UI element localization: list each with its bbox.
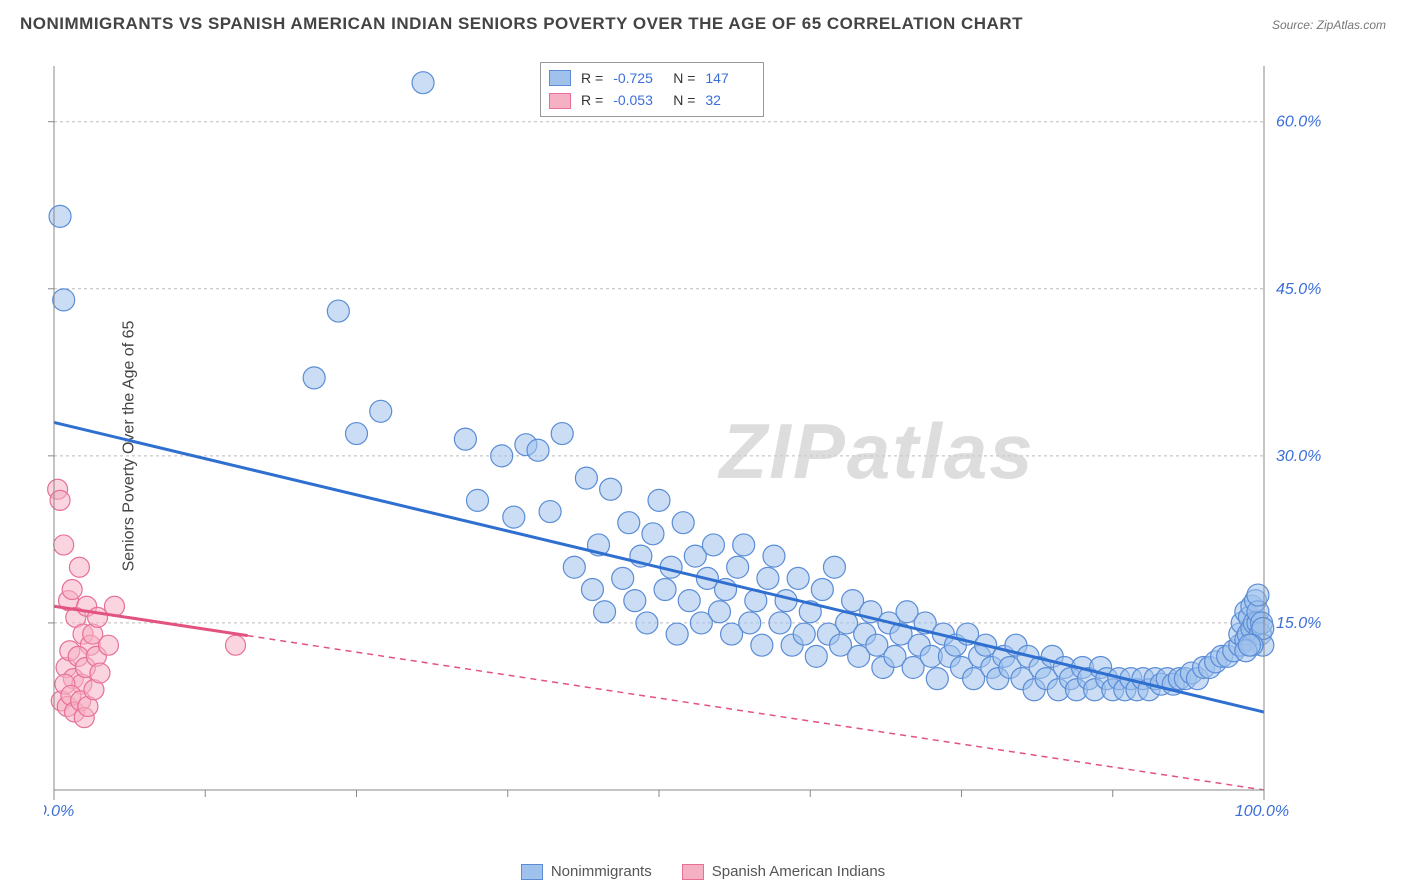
scatter-plot-svg: 15.0% 30.0% 45.0% 60.0% ZIPatlas 0.0% 100.0% [44,60,1384,850]
stat-r-value: -0.053 [613,89,663,111]
stats-swatch [549,70,571,86]
svg-text:ZIPatlas: ZIPatlas [718,407,1035,495]
legend: Nonimmigrants Spanish American Indians [0,863,1406,880]
legend-swatch [521,864,543,880]
svg-text:30.0%: 30.0% [1276,448,1321,465]
stat-n-value: 32 [705,89,755,111]
stat-n-label: N = [673,67,695,89]
legend-item: Nonimmigrants [521,863,652,880]
svg-text:0.0%: 0.0% [44,803,74,820]
svg-text:100.0%: 100.0% [1235,803,1289,820]
legend-swatch [682,864,704,880]
chart-area: 15.0% 30.0% 45.0% 60.0% ZIPatlas 0.0% 100.0% [44,60,1384,850]
stat-r-label: R = [581,89,603,111]
stat-n-label: N = [673,89,695,111]
svg-text:15.0%: 15.0% [1276,615,1321,632]
svg-text:45.0%: 45.0% [1276,281,1321,298]
svg-text:60.0%: 60.0% [1276,114,1321,131]
stat-r-value: -0.725 [613,67,663,89]
correlation-stats-box: R = -0.725 N = 147 R = -0.053 N = 32 [540,62,764,117]
stats-row: R = -0.053 N = 32 [549,89,755,111]
stat-n-value: 147 [705,67,755,89]
chart-title: NONIMMIGRANTS VS SPANISH AMERICAN INDIAN… [20,14,1023,34]
stat-r-label: R = [581,67,603,89]
legend-item: Spanish American Indians [682,863,885,880]
stats-row: R = -0.725 N = 147 [549,67,755,89]
legend-label: Spanish American Indians [712,863,885,880]
stats-swatch [549,93,571,109]
legend-label: Nonimmigrants [551,863,652,880]
source-attribution: Source: ZipAtlas.com [1272,18,1386,32]
